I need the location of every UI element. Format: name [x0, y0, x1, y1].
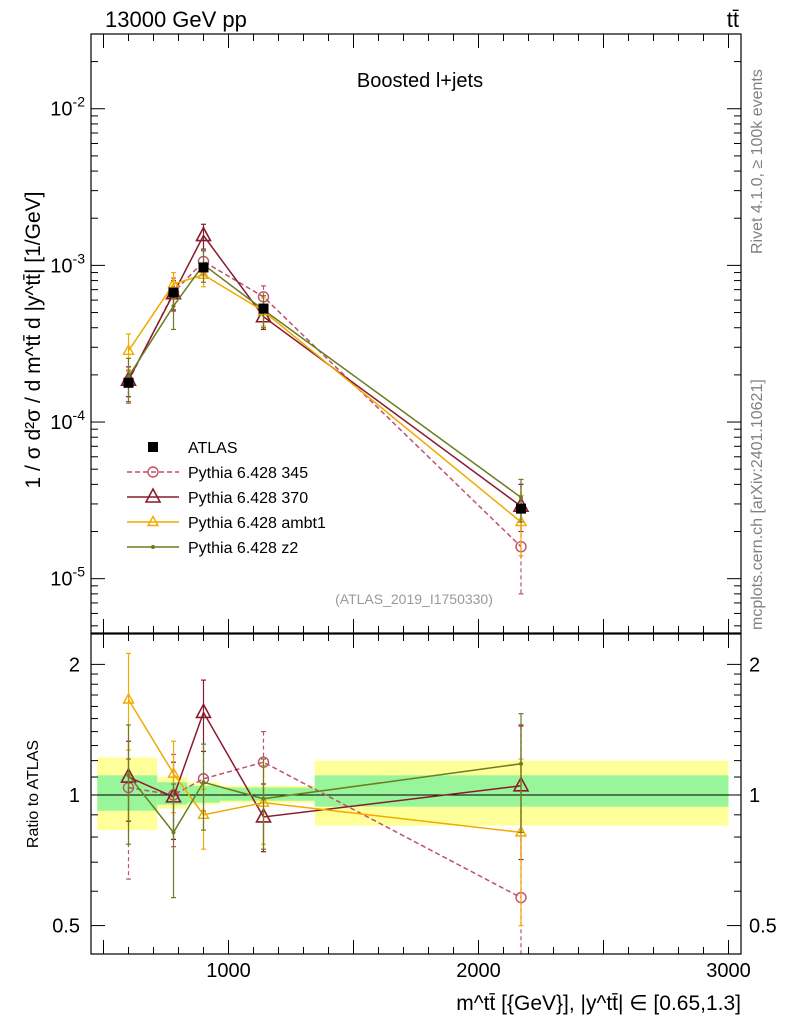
ratio-y-tick-label: 0.5: [52, 916, 80, 938]
legend-label: Pythia 6.428 345: [188, 465, 308, 482]
atlas-point: [168, 287, 179, 298]
ratio-point: [195, 702, 212, 719]
data-point: [195, 225, 212, 242]
legend-entry-pythia-6-428-z2: Pythia 6.428 z2: [127, 540, 298, 557]
series-pythia-6-428-z2: [126, 250, 524, 523]
ratio-ylabel: Ratio to ATLAS: [25, 740, 42, 848]
rivet-version-label: Rivet 4.1.0, ≥ 100k events: [749, 69, 766, 254]
ratio-point: [122, 692, 135, 704]
series-pythia-6-428-345: [122, 250, 527, 595]
legend-marker: [147, 466, 159, 478]
legend-marker: [144, 487, 162, 503]
data-point: [519, 495, 523, 500]
legend-entry-pythia-6-428-345: Pythia 6.428 345: [127, 465, 308, 482]
atlas-point: [198, 262, 209, 273]
ratio-point: [171, 830, 176, 835]
x-tick-label: 2000: [456, 960, 501, 982]
atlas-point: [516, 503, 526, 514]
header-process: tt̄: [727, 7, 739, 32]
y-tick-label: 10-3: [50, 250, 85, 277]
x-tick-label: 1000: [206, 960, 251, 982]
header-energy: 13000 GeV pp: [105, 7, 247, 32]
ratio-frame: [90, 633, 742, 955]
legend-label: Pythia 6.428 370: [188, 490, 308, 507]
legend-marker: [146, 515, 160, 527]
ratio-panel: 0.5 0.5 1 1 2 2 1000 2000 3000 Ratio to ATLAS m^…: [25, 633, 777, 1015]
legend-entry-pythia-6-428-370: Pythia 6.428 370: [127, 487, 308, 507]
ratio-point: [126, 773, 131, 778]
data-point: [126, 374, 131, 379]
ratio-point: [519, 761, 523, 766]
series-line: [127, 274, 522, 523]
legend-label: Pythia 6.428 z2: [188, 540, 298, 557]
data-point: [122, 343, 135, 355]
main-frame: [90, 33, 742, 634]
mcplots-label: mcplots.cern.ch [arXiv:2401.10621]: [749, 379, 766, 630]
main-panel: 10-5 10-4 10-3 10-2 Boosted l+jets (ATLAS_2…: [22, 33, 742, 634]
legend-entry-pythia-6-428-ambt1: Pythia 6.428 ambt1: [127, 515, 326, 532]
y-tick-label: 10-4: [50, 407, 85, 434]
series-pythia-6-428-370: [120, 223, 530, 533]
y-tick-label: 10-5: [50, 564, 85, 591]
series-atlas: [123, 262, 526, 514]
legend: ATLAS Pythia 6.428 345 Pythia 6.428 370 Pyt…: [127, 440, 326, 557]
stat-band: [219, 787, 315, 801]
ratio-y-tick-label-right: 2: [749, 654, 760, 676]
ratio-point: [261, 796, 266, 801]
x-axis-label: m^tt̄ [{GeV}], |y^tt̄| ∈ [0.65,1.3]: [456, 992, 741, 1015]
main-title: Boosted l+jets: [357, 70, 483, 92]
data-point: [514, 515, 528, 527]
ratio-y-tick-label-right: 0.5: [749, 916, 777, 938]
legend-marker: [148, 442, 158, 452]
ratio-point: [167, 766, 180, 778]
legend-entry-atlas: ATLAS: [148, 440, 238, 457]
y-tick-label: 10-2: [50, 94, 85, 121]
ratio-y-tick-label-right: 1: [749, 785, 760, 807]
legend-label: Pythia 6.428 ambt1: [188, 515, 326, 532]
x-tick-label: 3000: [706, 960, 751, 982]
ratio-point: [514, 825, 528, 837]
atlas-point: [123, 377, 134, 388]
series-pythia-6-428-ambt1: [122, 265, 528, 557]
analysis-watermark: (ATLAS_2019_I1750330): [335, 591, 493, 607]
ratio-y-tick-label: 2: [69, 654, 80, 676]
legend-label: ATLAS: [188, 440, 238, 457]
data-point: [167, 277, 180, 289]
legend-marker: [151, 545, 155, 549]
ratio-point: [201, 780, 206, 785]
main-ylabel: 1 / σ d²σ / d m^tt̄ d |y^tt̄| [1/GeV]: [22, 192, 45, 489]
ratio-y-tick-label: 1: [69, 785, 80, 807]
ratio-series-pythia-6-428-z2: [126, 713, 524, 899]
atlas-point: [258, 303, 269, 314]
data-point: [171, 304, 176, 309]
